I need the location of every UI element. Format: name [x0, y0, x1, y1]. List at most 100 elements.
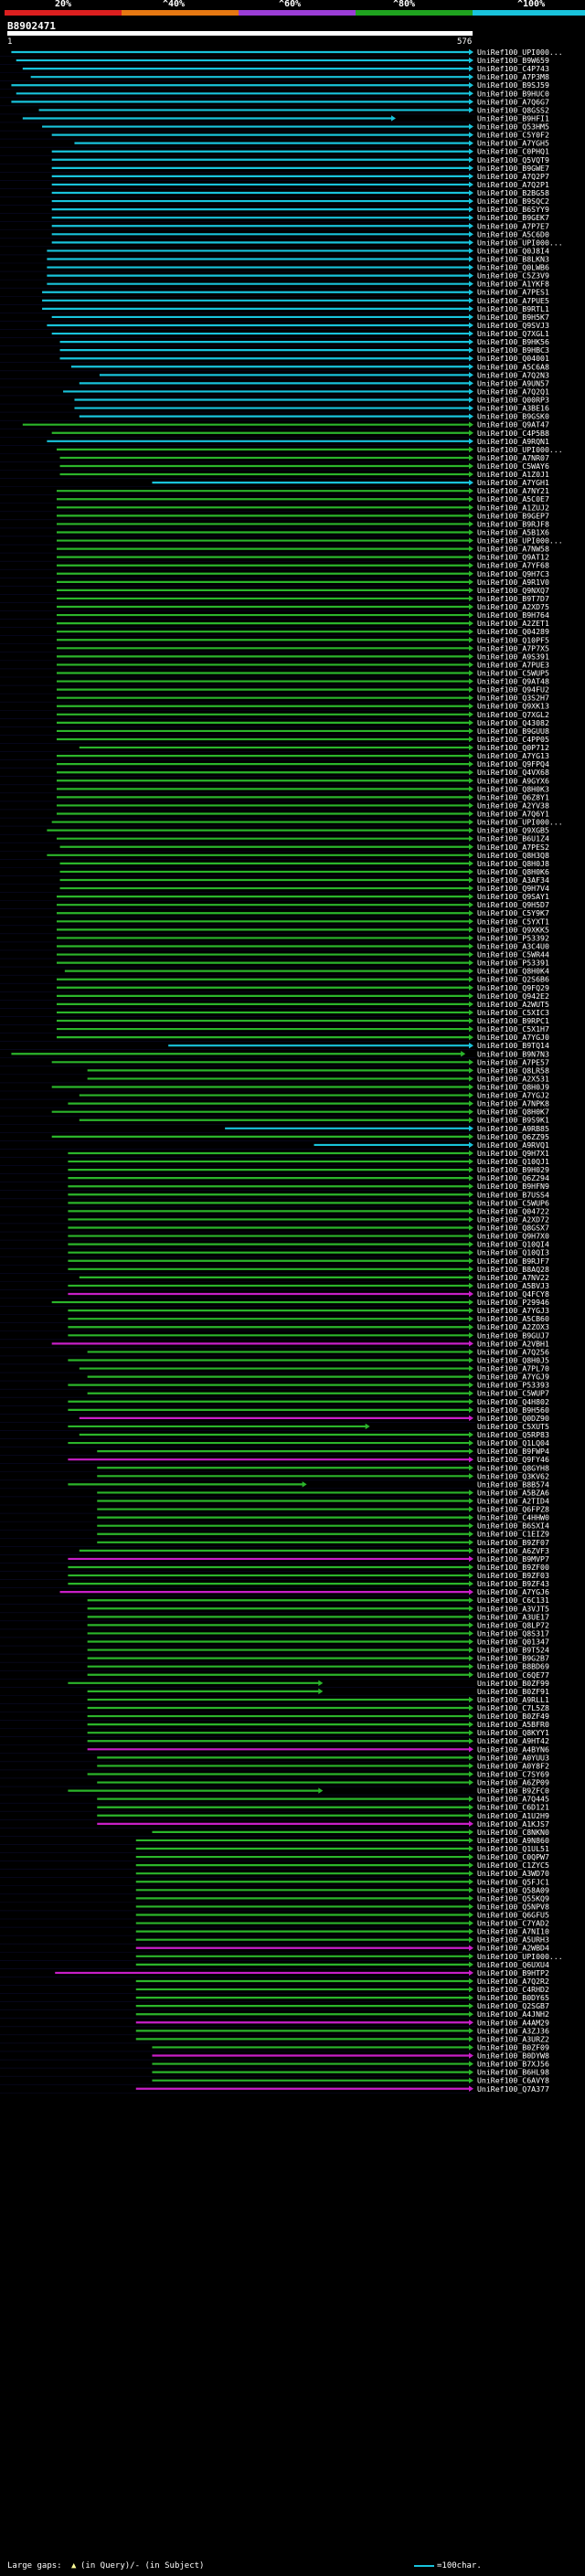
hit-id-label[interactable]: UniRef100_Q8S317	[477, 1628, 549, 1638]
hit-id-label[interactable]: UniRef100_A2VBH1	[477, 1339, 549, 1348]
hit-id-label[interactable]: UniRef100_C1EIZ9	[477, 1530, 549, 1539]
hit-id-label[interactable]: UniRef100_A7PL70	[477, 1364, 549, 1373]
hit-id-label[interactable]: UniRef100_A9RB85	[477, 1124, 549, 1133]
hit-id-label[interactable]: UniRef100_Q942E2	[477, 991, 549, 1001]
hit-id-label[interactable]: UniRef100_A7PUE3	[477, 660, 549, 669]
hit-id-label[interactable]: UniRef100_A3BE16	[477, 404, 549, 413]
hit-id-label[interactable]: UniRef100_A7Q6Y1	[477, 810, 549, 819]
hit-id-label[interactable]: UniRef100_C4RHD2	[477, 1985, 549, 1994]
hit-id-label[interactable]: UniRef100_A9RQN1	[477, 437, 549, 446]
hit-id-label[interactable]: UniRef100_Q6Z294	[477, 1173, 549, 1182]
hit-id-label[interactable]: UniRef100_A7Q2N3	[477, 370, 549, 379]
hit-id-label[interactable]: UniRef100_Q9H7V4	[477, 884, 549, 893]
hit-id-label[interactable]: UniRef100_C6QE77	[477, 1670, 549, 1680]
hit-id-label[interactable]: UniRef100_A7YGJ2	[477, 1091, 549, 1100]
hit-id-label[interactable]: UniRef100_C5WUP6	[477, 1198, 549, 1207]
hit-id-label[interactable]: UniRef100_Q0LWB6	[477, 263, 549, 272]
hit-id-label[interactable]: UniRef100_A5CB60	[477, 1314, 549, 1323]
hit-id-label[interactable]: UniRef100_C5Y0F2	[477, 131, 549, 140]
hit-id-label[interactable]: UniRef100_Q6FPZ8	[477, 1505, 549, 1514]
hit-id-label[interactable]: UniRef100_Q9FQ29	[477, 983, 549, 992]
hit-id-label[interactable]: UniRef100_Q43082	[477, 718, 549, 727]
hit-id-label[interactable]: UniRef100_A7NW58	[477, 545, 549, 554]
hit-id-label[interactable]: UniRef100_B9T524	[477, 1646, 549, 1655]
hit-id-label[interactable]: UniRef100_B9HK56	[477, 337, 549, 346]
hit-id-label[interactable]: UniRef100_Q04722	[477, 1206, 549, 1215]
hit-id-label[interactable]: UniRef100_B9H029	[477, 1165, 549, 1174]
hit-id-label[interactable]: UniRef100_Q9H5D7	[477, 900, 549, 909]
hit-id-label[interactable]: UniRef100_B0ZF99	[477, 1679, 549, 1688]
hit-id-label[interactable]: UniRef100_B9RPC1	[477, 1016, 549, 1025]
hit-id-label[interactable]: UniRef100_A4BYN6	[477, 1744, 549, 1754]
hit-id-label[interactable]: UniRef100_Q1UL51	[477, 1844, 549, 1853]
hit-id-label[interactable]: UniRef100_C5WR44	[477, 950, 549, 959]
hit-id-label[interactable]: UniRef100_A7P7E7	[477, 221, 549, 230]
hit-id-label[interactable]: UniRef100_A9UN57	[477, 378, 549, 387]
hit-id-label[interactable]: UniRef100_C5Y9K7	[477, 908, 549, 917]
hit-id-label[interactable]: UniRef100_Q8H0J8	[477, 859, 549, 868]
hit-id-label[interactable]: UniRef100_A7Q256	[477, 1347, 549, 1356]
hit-id-label[interactable]: UniRef100_Q9XKK5	[477, 925, 549, 934]
hit-id-label[interactable]: UniRef100_Q5FJC1	[477, 1877, 549, 1886]
hit-id-label[interactable]: UniRef100_Q2S6B6	[477, 975, 549, 984]
hit-id-label[interactable]: UniRef100_B9HTP2	[477, 1968, 549, 1977]
hit-id-label[interactable]: UniRef100_B9HUC0	[477, 89, 549, 98]
hit-id-label[interactable]: UniRef100_A7Q2P1	[477, 180, 549, 189]
hit-id-label[interactable]: UniRef100_A5URH3	[477, 1935, 549, 1945]
hit-id-label[interactable]: UniRef100_B9RJF7	[477, 1256, 549, 1266]
hit-id-label[interactable]: UniRef100_B7XJ56	[477, 2060, 549, 2069]
hit-id-label[interactable]: UniRef100_A2TID4	[477, 1497, 549, 1506]
hit-id-label[interactable]: UniRef100_Q01347	[477, 1638, 549, 1647]
hit-id-label[interactable]: UniRef100_A1KJS7	[477, 1819, 549, 1829]
hit-id-label[interactable]: UniRef100_A7P3M8	[477, 72, 549, 81]
hit-id-label[interactable]: UniRef100_B9ZFC0	[477, 1786, 549, 1796]
hit-id-label[interactable]: UniRef100_B9ZF03	[477, 1571, 549, 1580]
hit-id-label[interactable]: UniRef100_A2X531	[477, 1074, 549, 1083]
hit-id-label[interactable]: UniRef100_A3UE17	[477, 1612, 549, 1621]
hit-id-label[interactable]: UniRef100_B6U1Z4	[477, 834, 549, 843]
hit-id-label[interactable]: UniRef100_A9RVQ1	[477, 1140, 549, 1150]
hit-id-label[interactable]: UniRef100_Q5RP83	[477, 1430, 549, 1439]
hit-id-label[interactable]: UniRef100_B9GEP7	[477, 511, 549, 520]
hit-id-label[interactable]: UniRef100_Q1LQ04	[477, 1438, 549, 1447]
hit-id-label[interactable]: UniRef100_A7Q6G7	[477, 97, 549, 106]
hit-id-label[interactable]: UniRef100_A6ZP09	[477, 1778, 549, 1787]
hit-id-label[interactable]: UniRef100_A0YUU3	[477, 1753, 549, 1762]
hit-id-label[interactable]: UniRef100_Q8H0K6	[477, 867, 549, 876]
hit-id-label[interactable]: UniRef100_Q4H802	[477, 1397, 549, 1406]
hit-id-label[interactable]: UniRef100_Q10QI3	[477, 1248, 549, 1257]
hit-id-label[interactable]: UniRef100_A6ZVF3	[477, 1546, 549, 1555]
hit-id-label[interactable]: UniRef100_Q4VX68	[477, 768, 549, 777]
hit-id-label[interactable]: UniRef100_B9G2B7	[477, 1654, 549, 1663]
hit-id-label[interactable]: UniRef100_C7YAD2	[477, 1919, 549, 1928]
hit-id-label[interactable]: UniRef100_Q6ZZ95	[477, 1132, 549, 1141]
hit-id-label[interactable]: UniRef100_C8NKN0	[477, 1828, 549, 1837]
hit-id-label[interactable]: UniRef100_A7Q2R2	[477, 1977, 549, 1986]
hit-id-label[interactable]: UniRef100_Q0J8I4	[477, 246, 549, 255]
hit-id-label[interactable]: UniRef100_Q9H7X1	[477, 1149, 549, 1158]
hit-id-label[interactable]: UniRef100_A2ZET1	[477, 619, 549, 628]
hit-id-label[interactable]: UniRef100_Q9H7X0	[477, 1232, 549, 1241]
hit-id-label[interactable]: UniRef100_C4P5B8	[477, 429, 549, 438]
hit-id-label[interactable]: UniRef100_UPI000...	[477, 1952, 563, 1961]
hit-id-label[interactable]: UniRef100_Q9FY46	[477, 1455, 549, 1464]
hit-id-label[interactable]: UniRef100_B0ZF09	[477, 2042, 549, 2051]
hit-id-label[interactable]: UniRef100_A3URZ2	[477, 2034, 549, 2043]
hit-id-label[interactable]: UniRef100_A7YGJ9	[477, 1373, 549, 1382]
hit-id-label[interactable]: UniRef100_A7NPK8	[477, 1099, 549, 1108]
hit-id-label[interactable]: UniRef100_B9SQC2	[477, 196, 549, 206]
hit-id-label[interactable]: UniRef100_C7SY69	[477, 1769, 549, 1778]
hit-id-label[interactable]: UniRef100_Q8H0K3	[477, 784, 549, 793]
hit-id-label[interactable]: UniRef100_Q5NPV8	[477, 1902, 549, 1911]
hit-id-label[interactable]: UniRef100_B9TQ14	[477, 1041, 549, 1050]
hit-id-label[interactable]: UniRef100_A7YGJ6	[477, 1587, 549, 1596]
hit-id-label[interactable]: UniRef100_C5XUT5	[477, 1422, 549, 1431]
hit-id-label[interactable]: UniRef100_A7Q445	[477, 1795, 549, 1804]
hit-id-label[interactable]: UniRef100_B9RTL1	[477, 304, 549, 313]
hit-id-label[interactable]: UniRef100_B9GSK0	[477, 412, 549, 421]
hit-id-label[interactable]: UniRef100_C6D121	[477, 1803, 549, 1812]
hit-id-label[interactable]: UniRef100_Q10QJ1	[477, 1157, 549, 1166]
hit-id-label[interactable]: UniRef100_B0DY65	[477, 1993, 549, 2002]
hit-id-label[interactable]: UniRef100_B9GUJ7	[477, 1330, 549, 1340]
hit-id-label[interactable]: UniRef100_C5WUP5	[477, 669, 549, 678]
